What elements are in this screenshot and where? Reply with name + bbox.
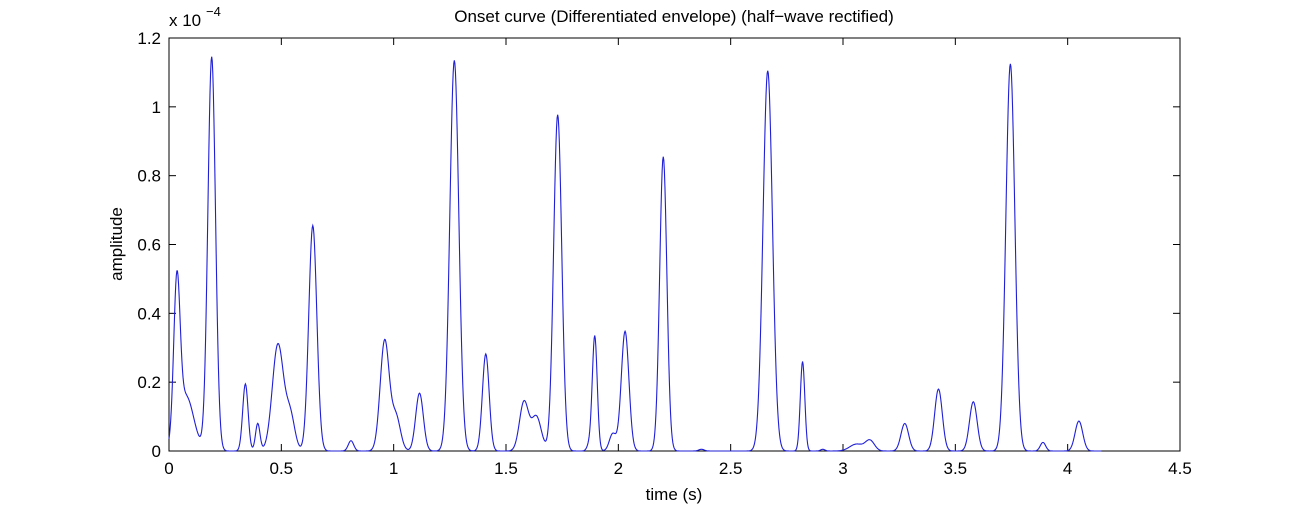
y-tick-label: 0: [152, 442, 161, 461]
x-tick-label: 4.5: [1168, 459, 1192, 478]
y-tick-label: 1: [152, 98, 161, 117]
x-tick-label: 0.5: [270, 459, 294, 478]
y-tick-label: 0.8: [137, 167, 161, 186]
x-axis-title: time (s): [646, 485, 703, 504]
chart-title: Onset curve (Differentiated envelope) (h…: [454, 7, 894, 26]
x-tick-label: 1: [389, 459, 398, 478]
y-axis-title: amplitude: [107, 207, 126, 281]
axis-tick-labels: 0 0.5 1 1.5 2 2.5 3 3.5 4 4.5 0 0.2 0.4 0.6 0.8 1 1.2: [137, 29, 1191, 478]
plot-area-box: [168, 37, 1181, 452]
x-tick-label: 0: [164, 459, 173, 478]
y-multiplier-exponent: −4: [206, 4, 221, 19]
series-line-onset-curve: [168, 56, 1102, 452]
y-multiplier-label: x 10: [169, 11, 201, 30]
y-tick-label: 0.2: [137, 373, 161, 392]
x-tick-label: 3: [838, 459, 847, 478]
y-tick-label: 0.4: [137, 304, 161, 323]
axis-ticks: [168, 37, 1181, 452]
y-tick-label: 1.2: [137, 29, 161, 48]
x-tick-label: 4: [1063, 459, 1072, 478]
x-tick-label: 1.5: [494, 459, 518, 478]
x-tick-label: 3.5: [944, 459, 968, 478]
y-tick-label: 0.6: [137, 236, 161, 255]
x-tick-label: 2.5: [719, 459, 743, 478]
x-tick-label: 2: [614, 459, 623, 478]
